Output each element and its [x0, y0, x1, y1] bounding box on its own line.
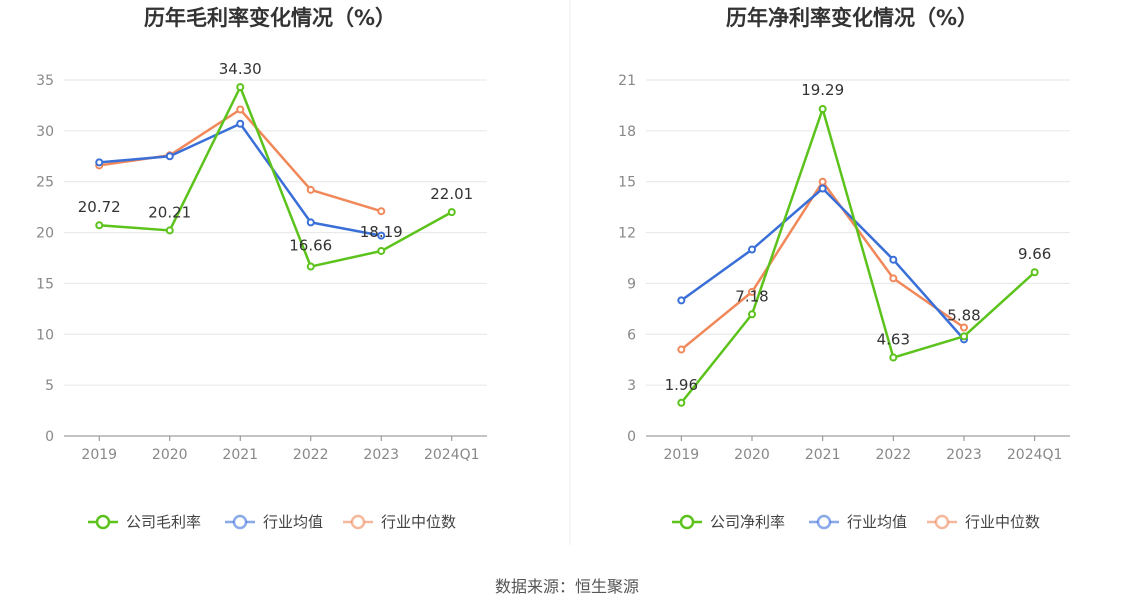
data-point-median — [818, 177, 827, 186]
y-tick-label: 0 — [627, 429, 636, 445]
legend-label: 行业中位数 — [965, 513, 1040, 531]
x-tick-label: 2019 — [664, 447, 700, 463]
data-point-company — [447, 208, 456, 217]
x-tick-label: 2019 — [81, 447, 117, 463]
data-point-avg — [748, 245, 756, 254]
x-tick-label: 2024Q1 — [1007, 447, 1063, 463]
data-point-avg — [236, 119, 245, 128]
series-line-avg — [99, 122, 382, 237]
y-tick-label: 12 — [618, 226, 636, 242]
data-point-median — [748, 287, 756, 296]
legend-label: 行业中位数 — [381, 513, 456, 531]
data-point-company — [1030, 268, 1039, 277]
y-tick-label: 9 — [627, 276, 636, 292]
legend-swatch-marker — [816, 514, 832, 530]
y-tick-label: 20 — [36, 226, 54, 242]
data-point-avg — [306, 218, 315, 227]
data-label: 18.19 — [360, 223, 403, 241]
legend-swatch-marker — [350, 514, 366, 530]
data-label: 9.66 — [1018, 245, 1051, 263]
series-line-avg — [680, 187, 965, 341]
series-line-company — [99, 85, 453, 268]
legend-label: 行业均值 — [263, 513, 323, 531]
y-tick-label: 0 — [45, 429, 54, 445]
gross-margin-chart: 历年毛利率变化情况（%） 0 5 10 15 20 25 30 35 2019 2020 2021 20… — [36, 6, 487, 531]
x-tick-label: 2020 — [152, 447, 188, 463]
y-tick-label: 30 — [36, 124, 54, 140]
data-point-company — [306, 262, 315, 271]
data-point-median — [889, 274, 898, 283]
data-point-company — [95, 221, 104, 230]
y-tick-label: 21 — [618, 73, 636, 89]
data-point-median — [377, 207, 386, 216]
data-label: 4.63 — [877, 331, 910, 349]
x-tick-label: 2024Q1 — [424, 447, 480, 463]
series-line-median — [680, 180, 965, 351]
x-tick-label: 2023 — [946, 447, 982, 463]
data-label: 5.88 — [947, 306, 980, 324]
data-label: 34.30 — [219, 60, 262, 78]
x-tick-label: 2022 — [876, 447, 912, 463]
legend-swatch-marker — [934, 514, 950, 530]
data-point-avg — [95, 158, 104, 167]
x-tick-label: 2020 — [734, 447, 770, 463]
data-point-company — [677, 398, 686, 407]
legend-label: 行业均值 — [847, 513, 907, 531]
data-point-avg — [818, 184, 827, 193]
chart-title: 历年净利率变化情况（%） — [726, 6, 978, 30]
data-point-median — [960, 323, 968, 332]
y-tick-label: 25 — [36, 175, 54, 191]
y-tick-label: 15 — [618, 175, 636, 191]
data-point-company — [818, 104, 827, 113]
data-label: 19.29 — [801, 81, 844, 99]
data-label: 16.66 — [289, 237, 332, 255]
x-tick-label: 2022 — [293, 447, 329, 463]
legend-label: 公司净利率 — [710, 513, 785, 531]
data-point-avg — [677, 296, 686, 305]
data-label: 22.01 — [430, 185, 473, 203]
x-tick-label: 2021 — [805, 447, 841, 463]
y-tick-label: 5 — [45, 378, 54, 394]
data-point-company — [889, 353, 898, 362]
data-point-company — [960, 332, 968, 341]
data-point-company — [165, 226, 174, 235]
legend-swatch-marker — [679, 514, 695, 530]
data-point-company — [377, 246, 386, 255]
data-point-company — [748, 310, 756, 319]
legend-swatch-marker — [232, 514, 248, 530]
x-tick-label: 2021 — [222, 447, 258, 463]
legend-swatch-marker — [95, 514, 111, 530]
data-label: 20.72 — [78, 198, 121, 216]
data-source: 数据来源：恒生聚源 — [495, 577, 639, 596]
data-label: 1.96 — [665, 376, 698, 394]
series-line-company — [680, 107, 1036, 404]
data-point-avg — [377, 231, 386, 240]
data-point-avg — [165, 152, 174, 161]
y-tick-label: 35 — [36, 73, 54, 89]
y-tick-label: 10 — [36, 327, 54, 343]
legend-label: 公司毛利率 — [126, 513, 201, 531]
x-tick-label: 2023 — [363, 447, 399, 463]
data-point-median — [677, 345, 686, 354]
y-tick-label: 18 — [618, 124, 636, 140]
data-label: 20.21 — [148, 203, 191, 221]
net-margin-chart: 历年净利率变化情况（%） 0 3 6 9 12 15 18 21 2019 2020 2021 2022… — [618, 6, 1070, 531]
data-point-median — [236, 105, 245, 114]
data-point-avg — [889, 255, 898, 264]
data-label: 7.18 — [735, 287, 768, 305]
data-point-median — [306, 185, 315, 194]
y-tick-label: 15 — [36, 276, 54, 292]
data-point-company — [236, 83, 245, 92]
y-tick-label: 3 — [627, 378, 636, 394]
chart-title: 历年毛利率变化情况（%） — [144, 6, 396, 30]
y-tick-label: 6 — [627, 327, 636, 343]
